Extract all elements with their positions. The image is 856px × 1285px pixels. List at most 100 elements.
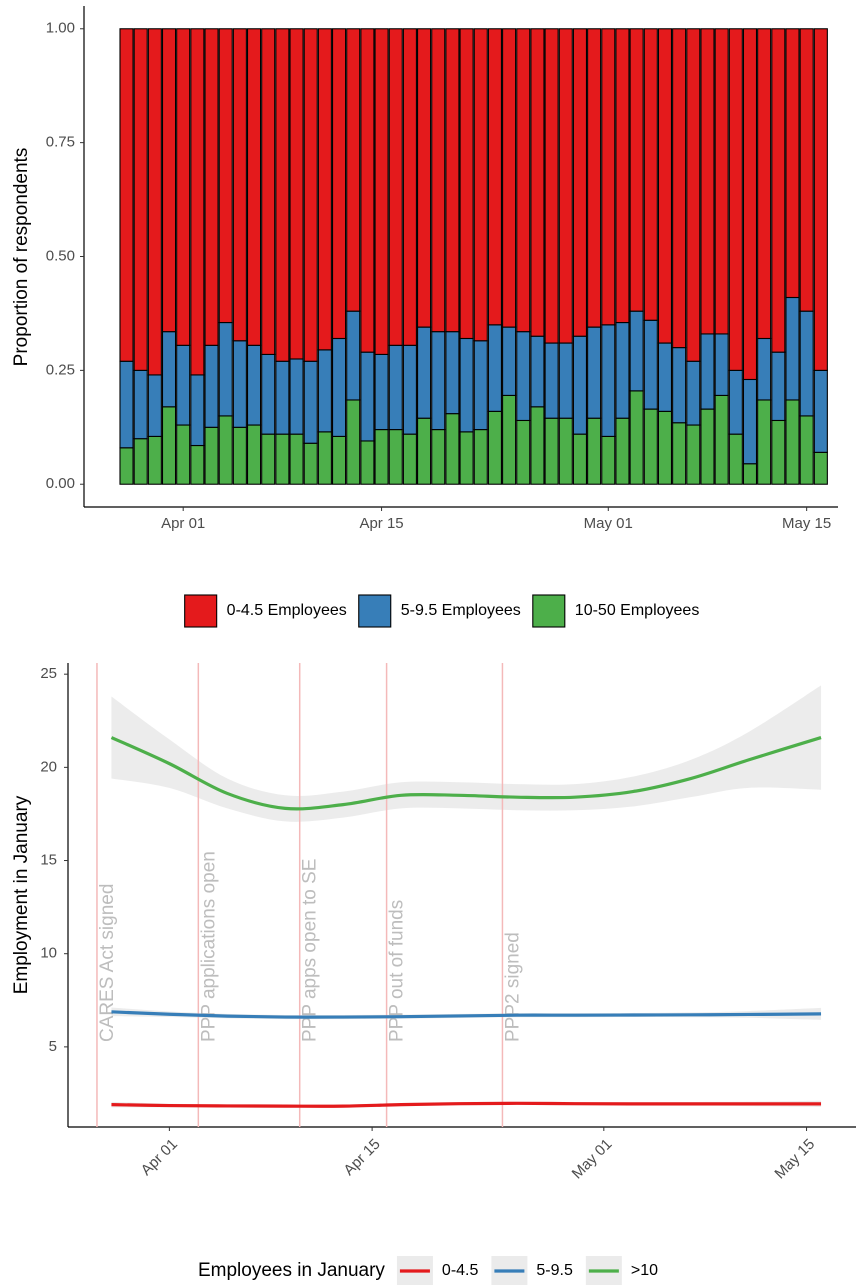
bar-segment xyxy=(289,28,304,360)
bar-segment xyxy=(190,444,205,485)
bar-segment xyxy=(728,28,743,371)
bar-segment xyxy=(629,28,644,312)
bar-segment xyxy=(813,28,828,371)
event-label: PPP applications open xyxy=(198,851,219,1042)
event-label: PPP apps open to SE xyxy=(300,859,321,1042)
chart-panel: 0.00 0.25 0.50 0.75 1.00 Apr 01 Apr 15 May 01 Ma… xyxy=(11,6,838,628)
bar-segment xyxy=(317,431,332,485)
bar-segment xyxy=(530,28,545,337)
bar-segment xyxy=(417,28,432,328)
bar-segment xyxy=(388,28,403,346)
bar-segment xyxy=(643,28,658,321)
bar-segment xyxy=(261,28,276,355)
bar-segment xyxy=(176,344,191,426)
trend-line xyxy=(111,1101,822,1108)
bar-segment xyxy=(402,344,417,435)
bar-segment xyxy=(785,296,800,401)
bar-segment xyxy=(133,438,148,485)
y-tick-label: 1.00 xyxy=(46,20,75,37)
bar-segment xyxy=(232,340,247,428)
bar-segment xyxy=(544,417,559,485)
legend-title: Employees in January xyxy=(198,1260,385,1281)
y-axis-title: Proportion of respondents xyxy=(11,148,32,367)
bar-segment xyxy=(629,390,644,485)
bar-segment xyxy=(473,340,488,431)
bar-segment xyxy=(445,28,460,333)
bar-segment xyxy=(147,435,162,485)
bar-segment xyxy=(346,399,361,485)
y-tick-label: 20 xyxy=(40,758,57,775)
bar-segment xyxy=(516,419,531,485)
bar-segment xyxy=(204,344,219,428)
bar-segment xyxy=(331,435,347,485)
bar-segment xyxy=(204,426,219,485)
bar-segment xyxy=(388,344,403,431)
bar-segment xyxy=(672,422,687,485)
bar-segment xyxy=(190,28,205,376)
bar-segment xyxy=(445,413,460,485)
bar-segment xyxy=(742,28,758,381)
bar-segment xyxy=(261,433,276,485)
bar-segment xyxy=(700,28,715,335)
x-tick-label: May 15 xyxy=(782,515,831,532)
x-tick-label: May 01 xyxy=(584,515,633,532)
bar-segment xyxy=(275,433,290,485)
bar-segment xyxy=(176,424,191,485)
bar-segment xyxy=(785,28,800,299)
legend-label: 5-9.5 Employees xyxy=(401,602,521,619)
x-tick-label: Apr 15 xyxy=(359,515,403,532)
bar-segment xyxy=(402,433,417,485)
bar-segment xyxy=(657,342,673,412)
bar-segment xyxy=(459,28,474,340)
bar-segment xyxy=(246,28,262,346)
bar-segment xyxy=(445,331,460,415)
bar-segment xyxy=(601,435,616,485)
legend-label: 10-50 Employees xyxy=(575,602,700,619)
bar-segment xyxy=(331,337,347,437)
bar-segment xyxy=(544,28,559,344)
bar-segment xyxy=(487,28,502,326)
event-label: PPP2 signed xyxy=(502,932,523,1042)
bar-segment xyxy=(530,406,545,485)
bar-segment xyxy=(544,342,559,419)
bar-segment xyxy=(218,415,233,485)
x-tick-label: Apr 01 xyxy=(161,515,205,532)
bar-segment xyxy=(601,28,616,326)
bar-segment xyxy=(388,429,403,485)
bar-segment xyxy=(473,28,488,342)
bar-segment xyxy=(147,28,162,376)
bar-segment xyxy=(161,406,177,485)
legend: 0-4.5 Employees 5-9.5 Employees 10-50 Empl… xyxy=(184,594,700,628)
bar-segment xyxy=(502,394,517,485)
bar-segment xyxy=(261,353,276,435)
bar-segment xyxy=(303,360,318,444)
bar-segment xyxy=(572,433,588,485)
bar-segment xyxy=(502,326,517,396)
bar-segment xyxy=(176,28,191,346)
bar-segment xyxy=(771,351,786,422)
bar-segment xyxy=(331,28,347,340)
bar-segment xyxy=(714,333,729,396)
bar-segment xyxy=(417,417,432,485)
y-tick-label: 25 xyxy=(40,665,57,682)
bar-segment xyxy=(119,28,134,362)
legend-label: 0-4.5 Employees xyxy=(227,602,347,619)
legend-label: >10 xyxy=(631,1262,658,1279)
bar-segment xyxy=(799,415,814,485)
bar-segment xyxy=(218,28,233,324)
bar-segment xyxy=(431,28,446,333)
bar-segment xyxy=(813,369,828,453)
bar-segment xyxy=(473,429,488,485)
bar-segment xyxy=(346,28,361,312)
bar-segment xyxy=(558,417,573,485)
bar-segment xyxy=(587,326,602,419)
bar-segment xyxy=(232,426,247,485)
bar-segment xyxy=(728,433,743,485)
legend-swatch xyxy=(184,594,218,628)
bar-segment xyxy=(672,347,687,424)
bar-segment xyxy=(558,28,573,344)
event-label: CARES Act signed xyxy=(97,884,118,1042)
y-tick-label: 0.50 xyxy=(46,247,75,264)
